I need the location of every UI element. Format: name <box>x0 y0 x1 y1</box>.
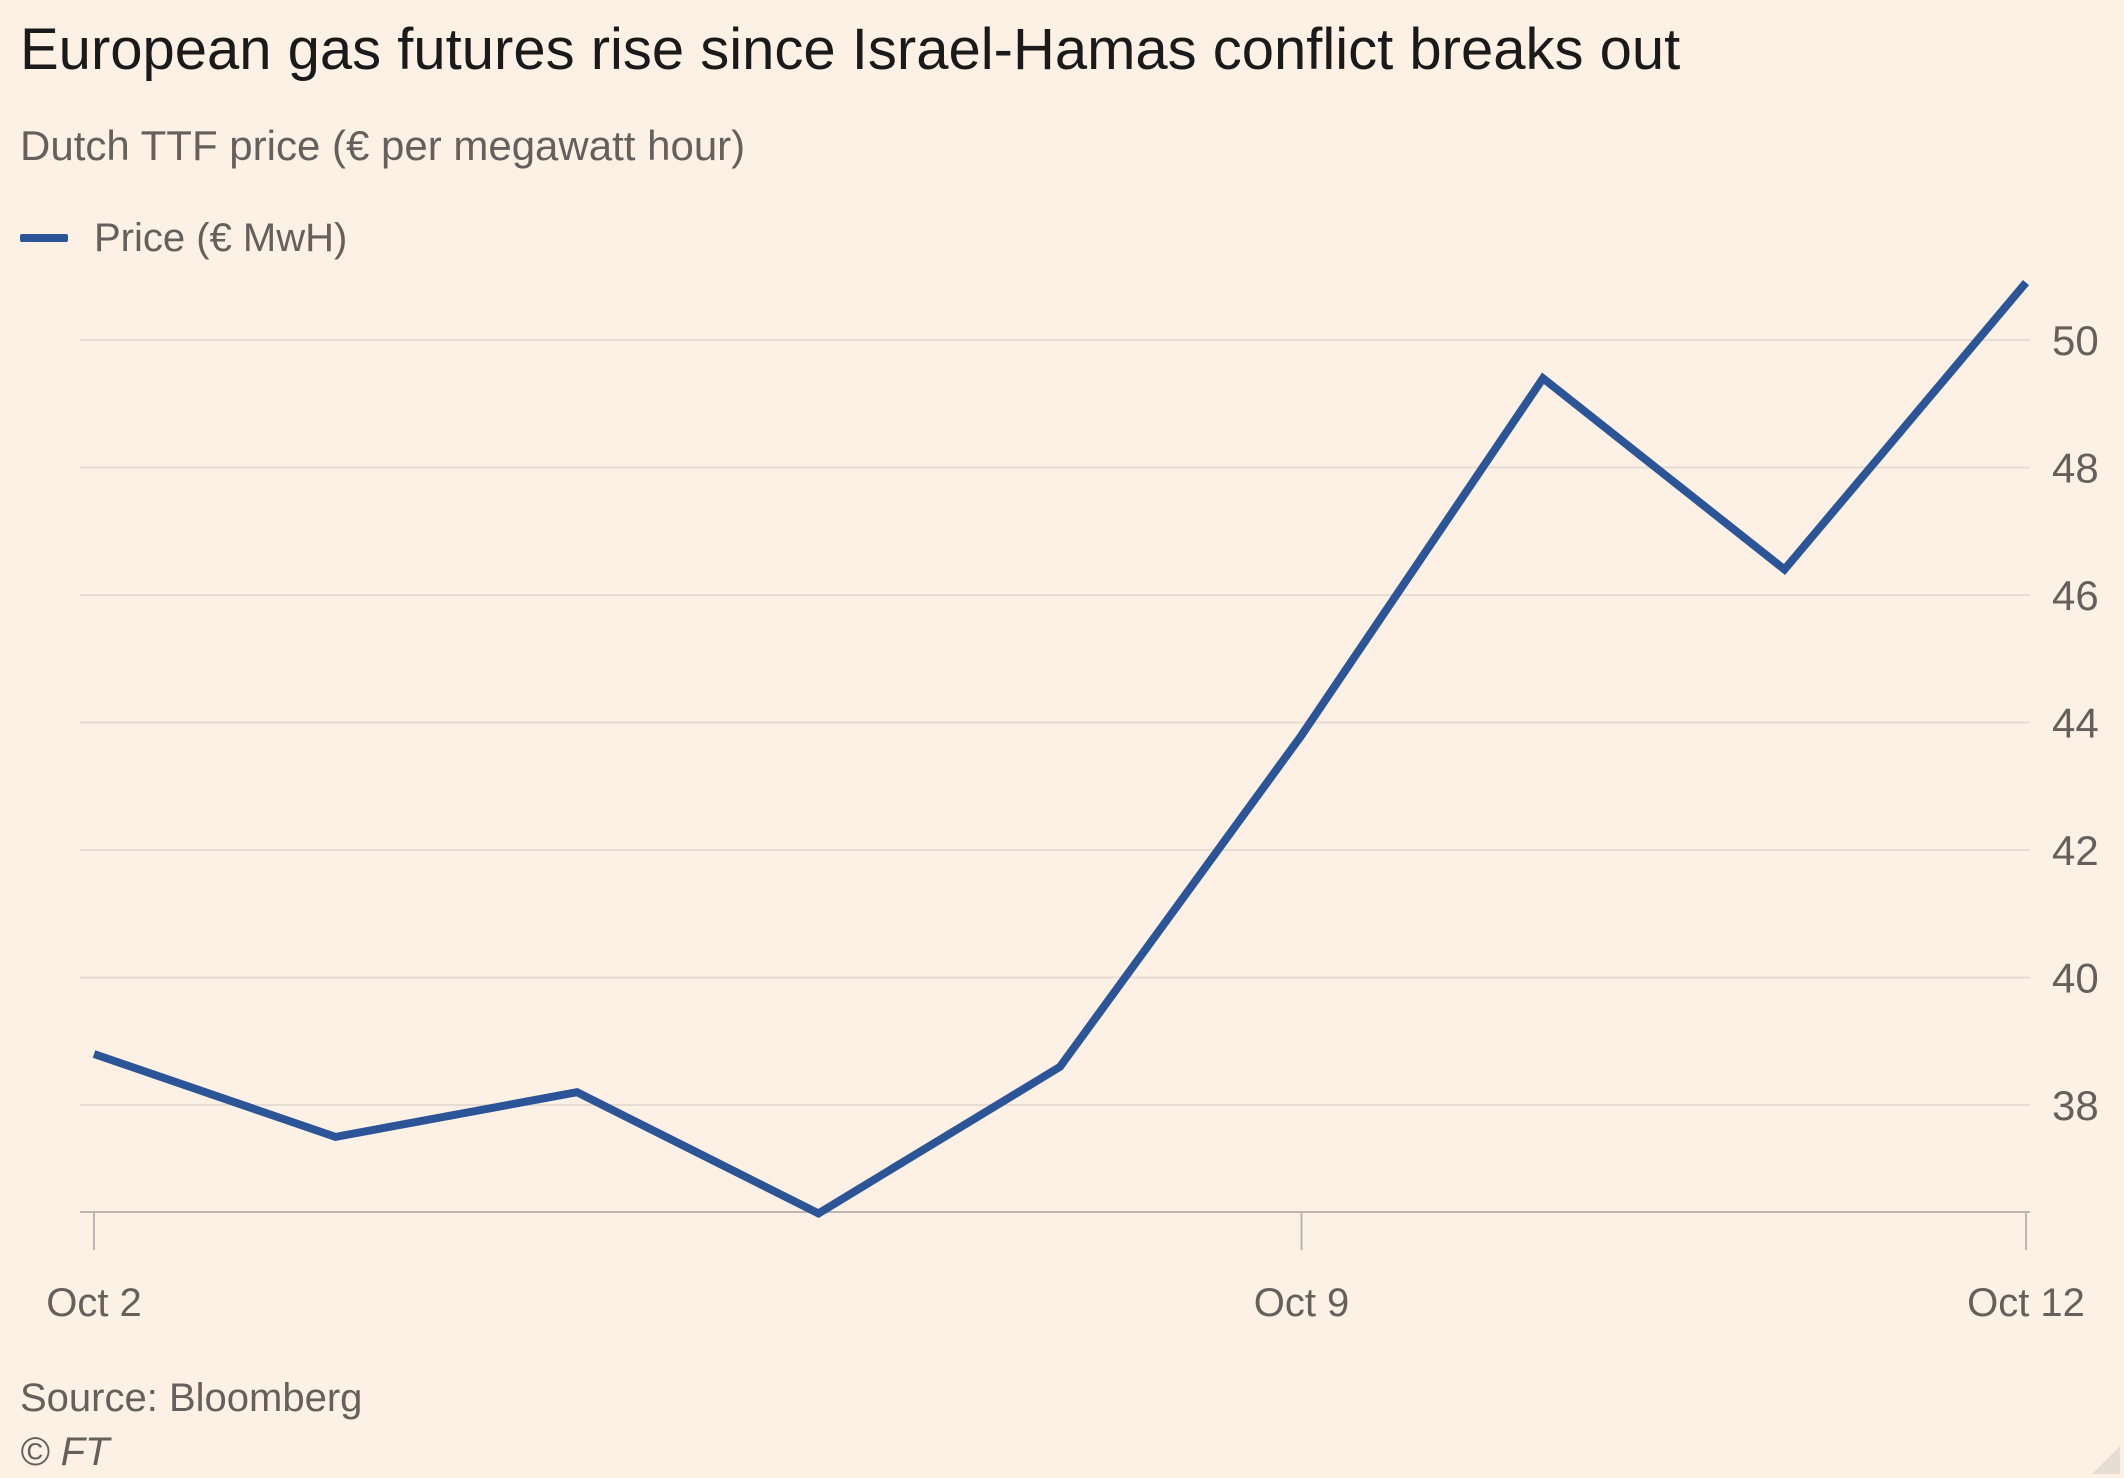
resize-grip-icon <box>2092 1446 2120 1474</box>
series-line-price <box>92 280 2030 1218</box>
legend: Price (€ MwH) <box>20 212 347 264</box>
y-tick-label: 40 <box>2052 955 2099 1002</box>
x-tick-label: Oct 2 <box>46 1281 142 1325</box>
y-tick-label: 50 <box>2052 317 2099 364</box>
chart-subtitle: Dutch TTF price (€ per megawatt hour) <box>20 122 746 169</box>
legend-swatch <box>20 234 68 242</box>
y-tick-label: 38 <box>2052 1082 2099 1129</box>
legend-label: Price (€ MwH) <box>94 215 348 260</box>
chart-title: European gas futures rise since Israel-H… <box>20 17 1681 82</box>
x-tick-label: Oct 9 <box>1254 1281 1350 1325</box>
x-tick-label: Oct 12 <box>1967 1281 2085 1325</box>
y-tick-label: 42 <box>2052 827 2099 874</box>
y-tick-label: 44 <box>2052 700 2099 747</box>
y-tick-label: 46 <box>2052 572 2099 619</box>
y-tick-label: 48 <box>2052 445 2099 492</box>
source-note: Source: Bloomberg <box>20 1376 363 1420</box>
copyright-note: © FT <box>20 1430 110 1474</box>
